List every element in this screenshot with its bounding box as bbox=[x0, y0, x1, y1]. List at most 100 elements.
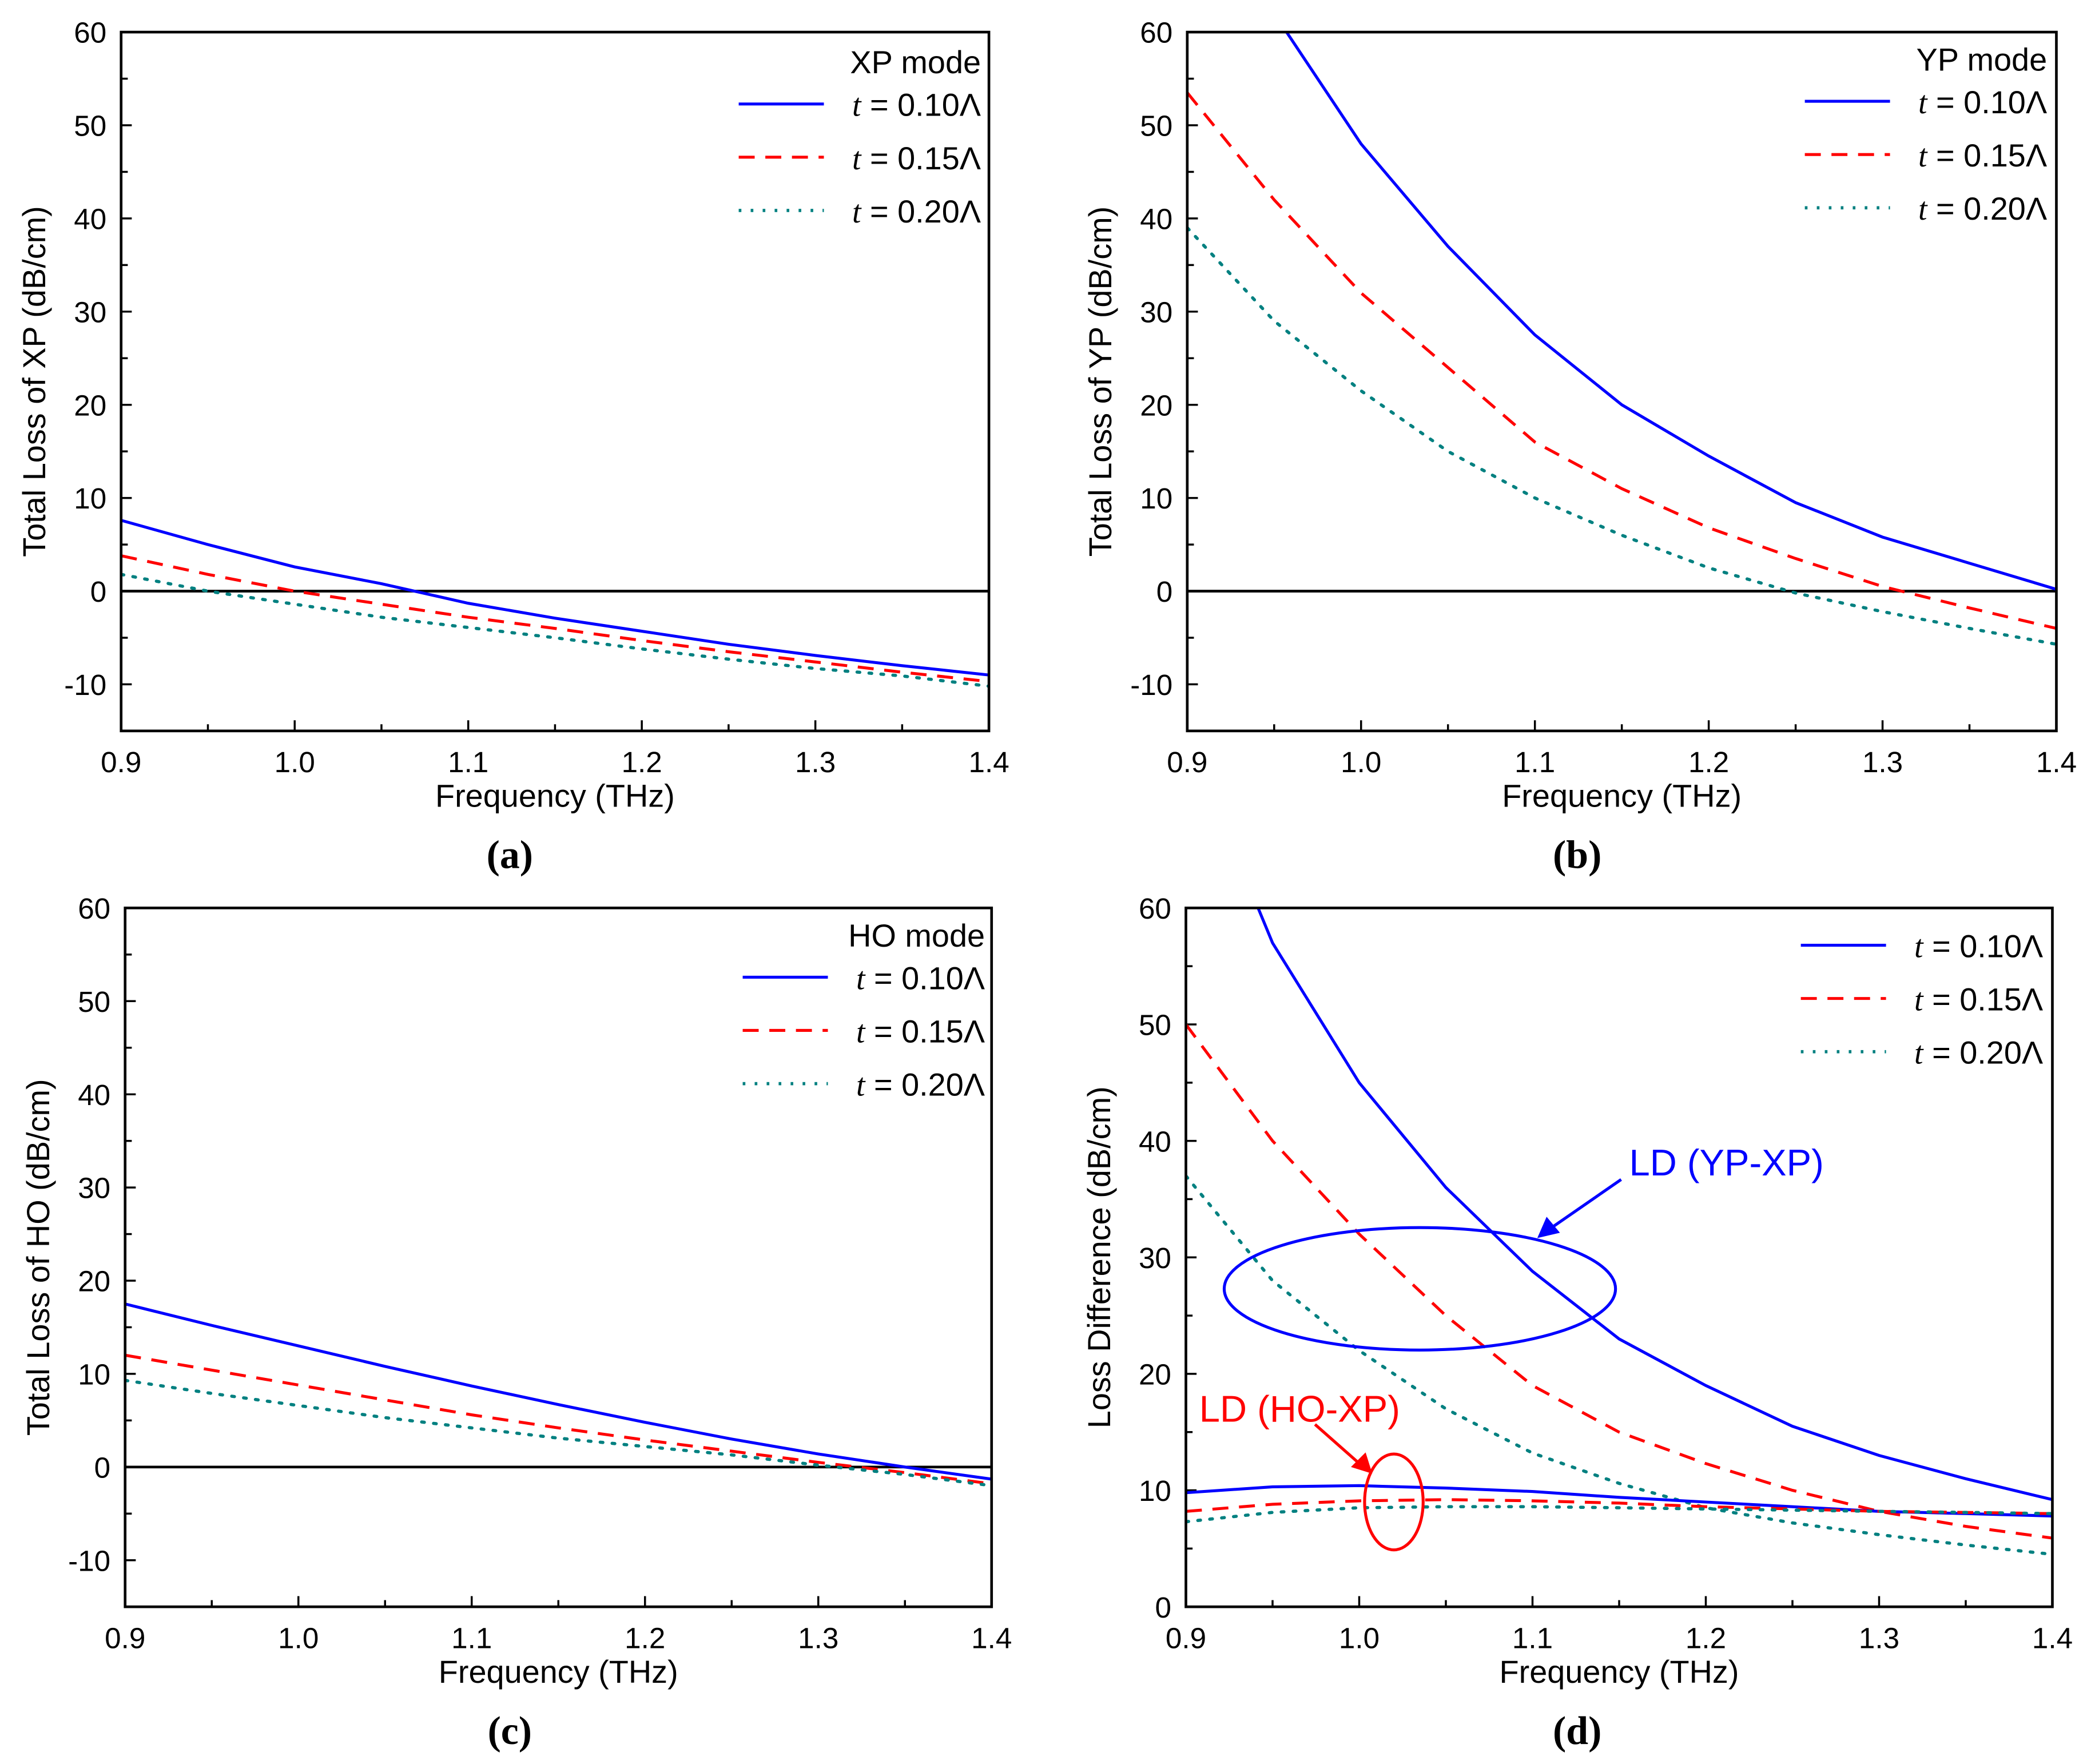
y-tick-label: 60 bbox=[1140, 17, 1172, 49]
y-tick-label: -10 bbox=[1130, 669, 1172, 701]
plot-frame bbox=[1186, 30, 2058, 733]
x-axis-label: Frequency (THz) bbox=[1502, 778, 1742, 814]
y-tick-label: -10 bbox=[64, 669, 106, 701]
annotation-ellipse-ho-xp bbox=[1363, 1452, 1425, 1552]
y-tick-label: 0 bbox=[1156, 575, 1172, 608]
y-tick-label: 60 bbox=[78, 892, 110, 925]
y-tick-label: 60 bbox=[74, 17, 106, 49]
y-tick-label: 20 bbox=[74, 389, 106, 422]
y-tick-label: 20 bbox=[1139, 1358, 1171, 1391]
legend-entry: t = 0.20Λ bbox=[1914, 1035, 2044, 1071]
y-axis-label: Loss Difference (dB/cm) bbox=[1081, 1086, 1117, 1428]
x-tick-label: 1.3 bbox=[1859, 1622, 1899, 1654]
y-axis-label: Total Loss of XP (dB/cm) bbox=[16, 206, 52, 557]
x-axis-label: Frequency (THz) bbox=[439, 1654, 678, 1690]
y-tick-label: 30 bbox=[74, 296, 106, 328]
series-line-010 bbox=[121, 519, 989, 677]
legend-entry: t = 0.15Λ bbox=[1918, 137, 2048, 174]
x-tick-label: 1.1 bbox=[451, 1622, 492, 1654]
y-tick-label: 50 bbox=[1139, 1009, 1171, 1042]
x-tick-label: 1.4 bbox=[2032, 1622, 2073, 1654]
legend-entry: t = 0.10Λ bbox=[856, 960, 985, 996]
series-line-015-ldypxp bbox=[1186, 1023, 2053, 1540]
x-tick-label: 1.1 bbox=[448, 746, 488, 778]
y-tick-label: 30 bbox=[78, 1172, 110, 1205]
x-tick-label: 1.3 bbox=[1862, 746, 1903, 778]
panel-c: 0.9 1.0 1.1 1.2 1.3 1.4 -10 0 10 20 30 40 50 60 Freque… bbox=[20, 892, 1012, 1753]
y-tick-label: 0 bbox=[1155, 1591, 1171, 1624]
series-line-020 bbox=[125, 1378, 992, 1488]
y-tick-label: 30 bbox=[1140, 296, 1172, 328]
y-tick-label: 10 bbox=[78, 1358, 110, 1391]
legend-entry: t = 0.20Λ bbox=[852, 193, 981, 230]
y-tick-label: 50 bbox=[1140, 110, 1172, 142]
series-line-015 bbox=[1187, 92, 2057, 630]
y-tick-label: 40 bbox=[74, 203, 106, 236]
legend-entry: t = 0.20Λ bbox=[856, 1067, 985, 1103]
legend-title: HO mode bbox=[848, 917, 985, 953]
series-line-010 bbox=[1285, 32, 2057, 591]
y-tick-label: 10 bbox=[74, 482, 106, 515]
y-tick-label: 0 bbox=[94, 1451, 110, 1484]
y-tick-label: 40 bbox=[1139, 1125, 1171, 1158]
legend-title: XP mode bbox=[850, 44, 981, 80]
y-tick-label: 0 bbox=[90, 575, 106, 608]
arrowhead-icon bbox=[1351, 1452, 1373, 1474]
annotation-label-ho-xp: LD (HO-XP) bbox=[1199, 1388, 1400, 1430]
series-line-020-ldypxp bbox=[1186, 1174, 2053, 1556]
y-axis-label: Total Loss of HO (dB/cm) bbox=[20, 1079, 56, 1436]
series-line-010 bbox=[125, 1302, 992, 1481]
series-line-020 bbox=[1187, 226, 2057, 646]
y-tick-label: 40 bbox=[78, 1079, 110, 1111]
x-tick-label: 1.2 bbox=[1688, 746, 1729, 778]
y-tick-label: 10 bbox=[1139, 1475, 1171, 1507]
legend-entry: t = 0.15Λ bbox=[852, 140, 981, 177]
y-tick-label: 20 bbox=[1140, 389, 1172, 422]
y-tick-label: 10 bbox=[1140, 482, 1172, 515]
x-tick-label: 1.3 bbox=[795, 746, 836, 778]
x-tick-label: 1.1 bbox=[1512, 1622, 1553, 1654]
y-tick-label: 20 bbox=[78, 1265, 110, 1298]
series-line-015 bbox=[121, 554, 989, 684]
annotation-ellipse-yp-xp bbox=[1222, 1226, 1617, 1352]
series-line-020-ldhoxp bbox=[1186, 1505, 2053, 1524]
y-tick-label: 50 bbox=[74, 110, 106, 142]
x-tick-label: 1.2 bbox=[1685, 1622, 1726, 1654]
series-line-010-ldypxp bbox=[1256, 908, 2053, 1501]
panel-a: 0.9 1.0 1.1 1.2 1.3 1.4 -10 0 10 20 30 40 50 60 Freque… bbox=[16, 17, 1009, 877]
y-tick-label: 50 bbox=[78, 986, 110, 1018]
x-tick-label: 1.3 bbox=[798, 1622, 838, 1654]
series-line-015 bbox=[125, 1353, 992, 1485]
annotation-arrow-ho-xp bbox=[1314, 1423, 1362, 1466]
y-tick-label: -10 bbox=[68, 1544, 110, 1577]
series-line-010-ldhoxp bbox=[1186, 1484, 2053, 1517]
y-tick-label: 30 bbox=[1139, 1242, 1171, 1274]
x-tick-label: 1.0 bbox=[1341, 746, 1381, 778]
panel-label: (d) bbox=[1553, 1709, 1601, 1753]
x-tick-label: 1.1 bbox=[1514, 746, 1555, 778]
y-axis-label: Total Loss of YP (dB/cm) bbox=[1082, 206, 1118, 557]
legend-entry: t = 0.20Λ bbox=[1918, 190, 2048, 227]
x-tick-label: 1.2 bbox=[625, 1622, 665, 1654]
x-tick-label: 1.4 bbox=[969, 746, 1009, 778]
plot-frame bbox=[124, 907, 993, 1608]
x-axis-label: Frequency (THz) bbox=[435, 778, 675, 814]
panel-label: (c) bbox=[488, 1709, 532, 1753]
x-tick-label: 1.4 bbox=[971, 1622, 1012, 1654]
panel-label: (b) bbox=[1553, 833, 1601, 877]
x-tick-label: 1.0 bbox=[1339, 1622, 1380, 1654]
legend-entry: t = 0.10Λ bbox=[852, 87, 981, 124]
legend-entry: t = 0.10Λ bbox=[1914, 928, 2044, 964]
legend-entry: t = 0.15Λ bbox=[1914, 982, 2044, 1018]
y-tick-label: 60 bbox=[1139, 892, 1171, 925]
legend-entry: t = 0.15Λ bbox=[856, 1013, 985, 1050]
series-line-020 bbox=[121, 573, 989, 688]
y-tick-label: 40 bbox=[1140, 203, 1172, 236]
x-tick-label: 0.9 bbox=[101, 746, 141, 778]
plot-frame bbox=[120, 30, 991, 733]
x-tick-label: 1.0 bbox=[275, 746, 315, 778]
panel-d: 0.9 1.0 1.1 1.2 1.3 1.4 0 10 20 30 40 50 60 Frequency… bbox=[1081, 892, 2073, 1753]
x-tick-label: 0.9 bbox=[1166, 1622, 1206, 1654]
annotation-arrow-yp-xp bbox=[1551, 1178, 1622, 1229]
x-tick-label: 0.9 bbox=[1167, 746, 1207, 778]
